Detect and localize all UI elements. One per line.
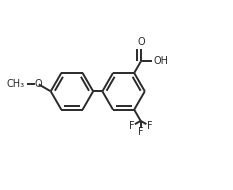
Text: O: O	[35, 79, 43, 89]
Text: F: F	[129, 121, 134, 131]
Text: CH₃: CH₃	[7, 79, 24, 89]
Text: O: O	[137, 37, 145, 48]
Text: F: F	[138, 127, 144, 137]
Text: F: F	[147, 121, 153, 131]
Text: OH: OH	[153, 56, 168, 66]
